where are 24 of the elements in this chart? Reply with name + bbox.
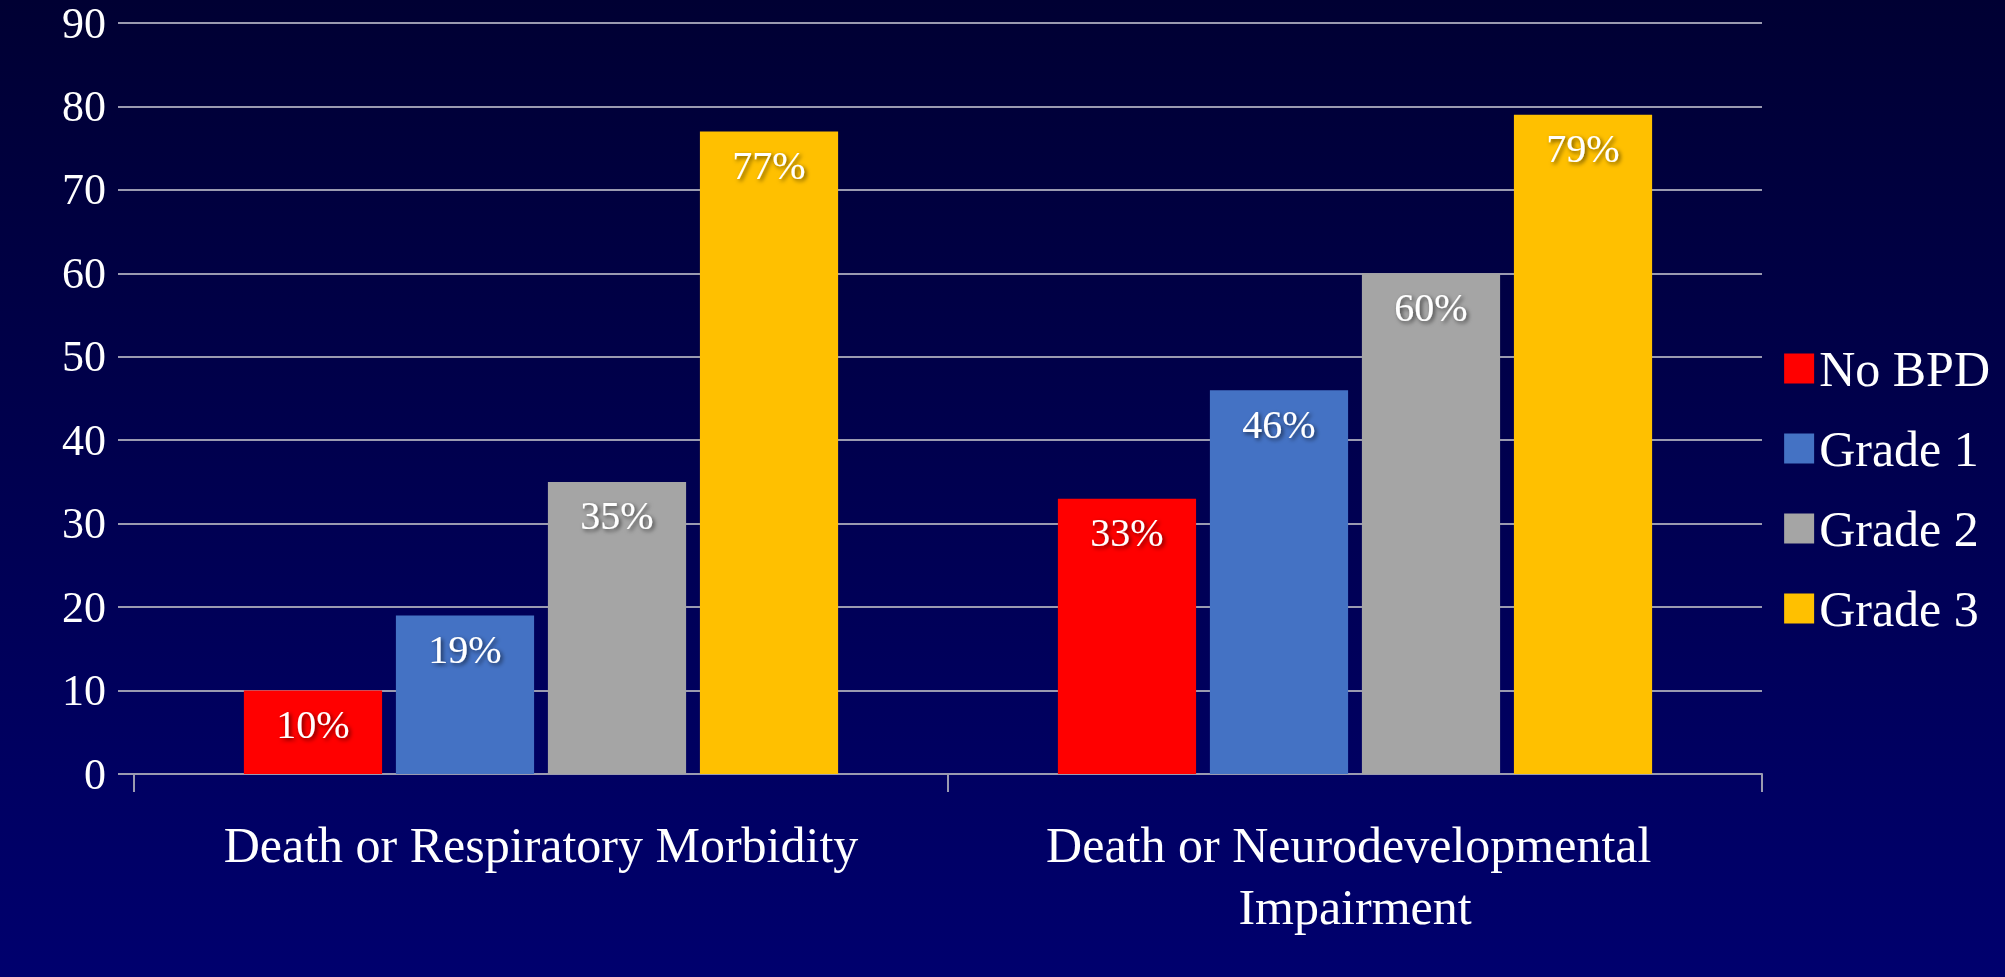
y-tick-label: 40 [62,415,106,465]
data-label: 46% [1242,401,1316,447]
data-label: 79% [1546,126,1620,172]
legend-label: Grade 1 [1819,420,1979,477]
data-label: 35% [580,493,654,539]
y-tick-label: 60 [62,248,106,298]
x-tick-label: Death or Respiratory Morbidity [223,817,859,873]
data-label: 60% [1394,284,1468,330]
y-tick-label: 20 [62,582,106,632]
legend-label: Grade 3 [1819,580,1979,637]
data-label: 10% [276,702,350,748]
legend-label: No BPD [1819,340,1990,397]
legend-label: Grade 2 [1819,500,1979,557]
y-tick-label: 50 [62,332,106,382]
x-tick-label: Death or Neurodevelopmental Impairment [1046,817,1664,935]
data-label: 77% [732,142,806,188]
data-label: 19% [428,626,502,672]
y-tick-label: 70 [62,165,106,215]
y-tick-label: 10 [62,666,106,716]
y-tick-label: 30 [62,499,106,549]
data-label: 33% [1090,510,1164,556]
y-tick-label: 90 [62,0,106,48]
y-tick-label: 80 [62,81,106,131]
y-tick-label: 0 [84,749,106,799]
